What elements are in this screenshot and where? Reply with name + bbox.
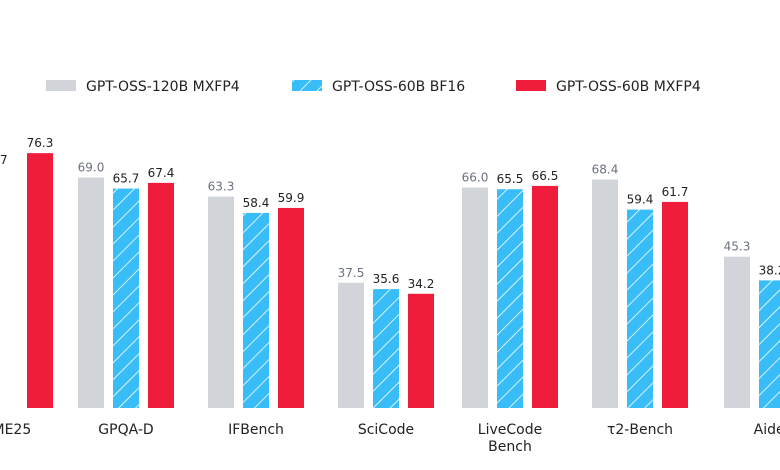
bar-ifbench-gpt-oss-60b-mxfp4: [278, 207, 304, 408]
legend-label-gpt-oss-60b-bf16: GPT-OSS-60B BF16: [332, 79, 465, 95]
bar-scicode-gpt-oss-120b-mxfp4: [338, 282, 364, 408]
value-label-2-bench-gpt-oss-60b-mxfp4: 61.7: [662, 185, 689, 199]
value-label-livecode-bench-gpt-oss-60b-bf16: 65.5: [497, 172, 524, 186]
category-label-ifbench: IFBench: [228, 422, 284, 438]
value-label-ifbench-gpt-oss-60b-mxfp4: 59.9: [278, 191, 305, 205]
category-label-2-bench: τ2-Bench: [607, 422, 673, 438]
value-label-scicode-gpt-oss-60b-bf16: 35.6: [373, 272, 400, 286]
category-label-livecode-bench-line2: Bench: [488, 439, 532, 455]
category-label-scicode: SciCode: [358, 422, 414, 438]
value-label-gpqa-d-gpt-oss-120b-mxfp4: 69.0: [78, 161, 105, 175]
legend-swatch-gpt-oss-120b-mxfp4: [46, 80, 76, 91]
bar-gpqa-d-gpt-oss-120b-mxfp4: [78, 177, 104, 408]
legend-label-gpt-oss-60b-mxfp4: GPT-OSS-60B MXFP4: [556, 79, 701, 95]
category-label-gpqa-d: GPQA-D: [98, 422, 153, 438]
value-label-scicode-gpt-oss-120b-mxfp4: 37.5: [338, 266, 365, 280]
bar-2-bench-gpt-oss-120b-mxfp4: [592, 179, 618, 408]
value-label-ifbench-gpt-oss-120b-mxfp4: 63.3: [208, 180, 235, 194]
value-label-livecode-bench-gpt-oss-120b-mxfp4: 66.0: [462, 171, 489, 185]
bar-livecode-bench-gpt-oss-60b-mxfp4: [532, 185, 558, 408]
bar-scicode-gpt-oss-60b-mxfp4: [408, 293, 434, 408]
value-labels: 76.3 69.0 65.7 67.4 63.3 58.4 59.9 37.5 35.6 34.2…: [0, 136, 780, 291]
value-label-aider-gpt-oss-120b-mxfp4: 45.3: [724, 240, 751, 254]
bar-gpqa-d-gpt-oss-60b-bf16: [113, 188, 139, 408]
bar-ifbench-gpt-oss-120b-mxfp4: [208, 196, 234, 408]
bar-gpqa-d-gpt-oss-60b-mxfp4: [148, 182, 174, 408]
bar-ifbench-gpt-oss-60b-bf16: [243, 212, 269, 408]
bar-2-bench-gpt-oss-60b-mxfp4: [662, 201, 688, 408]
value-label-scicode-gpt-oss-60b-mxfp4: 34.2: [408, 277, 435, 291]
bar-scicode-gpt-oss-60b-bf16: [373, 289, 399, 408]
value-label-2-bench-gpt-oss-120b-mxfp4: 68.4: [592, 163, 619, 177]
value-label-livecode-bench-gpt-oss-60b-mxfp4: 66.5: [532, 169, 559, 183]
value-label-aime25-gpt-oss-60b-mxfp4: 76.3: [27, 136, 54, 150]
value-label-aime25-partial: 7: [0, 153, 8, 167]
bar-livecode-bench-gpt-oss-120b-mxfp4: [462, 187, 488, 408]
bar-2-bench-gpt-oss-60b-bf16: [627, 209, 653, 408]
bar-aider-gpt-oss-120b-mxfp4: [724, 256, 750, 408]
bars: [27, 153, 780, 408]
value-label-aider-gpt-oss-60b-bf16: 38.2: [759, 263, 780, 277]
legend-swatch-gpt-oss-60b-bf16: [292, 80, 322, 91]
legend-label-gpt-oss-120b-mxfp4: GPT-OSS-120B MXFP4: [86, 79, 240, 95]
category-label-aider: Aider: [754, 422, 780, 438]
bar-aider-gpt-oss-60b-bf16: [759, 280, 780, 408]
value-label-2-bench-gpt-oss-60b-bf16: 59.4: [627, 193, 654, 207]
value-label-gpqa-d-gpt-oss-60b-bf16: 65.7: [113, 172, 140, 186]
bar-livecode-bench-gpt-oss-60b-bf16: [497, 189, 523, 408]
category-label-livecode-bench-line1: LiveCode: [478, 422, 542, 438]
bar-aime25-gpt-oss-60b-mxfp4: [27, 153, 53, 408]
category-label-aime25: AIME25: [0, 422, 31, 438]
value-label-gpqa-d-gpt-oss-60b-mxfp4: 67.4: [148, 166, 175, 180]
legend-swatch-gpt-oss-60b-mxfp4: [516, 80, 546, 91]
legend: GPT-OSS-120B MXFP4 GPT-OSS-60B BF16 GPT-OS…: [46, 79, 701, 95]
value-label-ifbench-gpt-oss-60b-bf16: 58.4: [243, 196, 270, 210]
